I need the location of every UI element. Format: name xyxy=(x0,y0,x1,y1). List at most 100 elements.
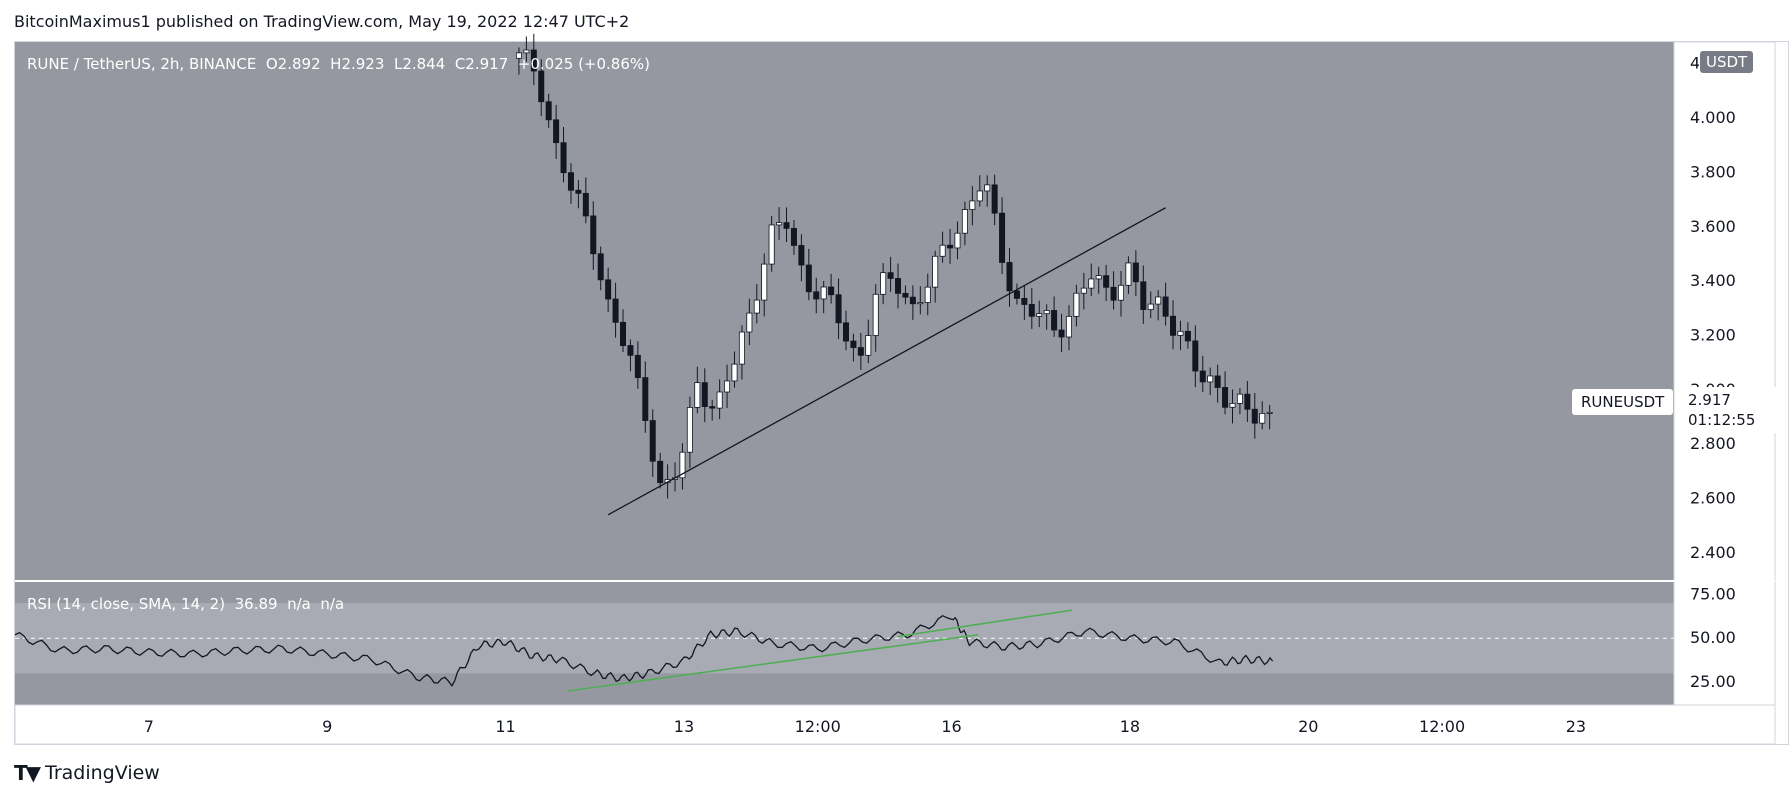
candle xyxy=(686,396,693,469)
candle xyxy=(857,332,864,370)
legend-low: 2.844 xyxy=(402,55,446,73)
candle xyxy=(828,273,835,304)
price-tick-label: 2.600 xyxy=(1690,488,1736,507)
candle xyxy=(642,361,649,433)
candle xyxy=(783,207,790,243)
candle xyxy=(1214,364,1221,403)
candle xyxy=(932,250,939,303)
candle xyxy=(924,273,931,316)
candle xyxy=(768,215,775,272)
candle xyxy=(701,368,708,423)
rsi-trendline[interactable] xyxy=(897,609,1073,638)
candle xyxy=(865,319,872,364)
candle xyxy=(1184,322,1191,349)
candle xyxy=(1192,325,1199,388)
price-trendline[interactable] xyxy=(607,207,1166,516)
candle xyxy=(909,285,916,320)
candle xyxy=(1051,296,1058,337)
candle xyxy=(575,180,582,209)
price-tick-label: 2.400 xyxy=(1690,543,1736,562)
candle xyxy=(805,248,812,301)
candle xyxy=(939,231,946,263)
candle xyxy=(567,163,574,204)
time-axis[interactable] xyxy=(14,704,1776,745)
tradingview-logo-icon[interactable]: T▼ xyxy=(14,761,41,785)
candle xyxy=(597,246,604,291)
candle xyxy=(1021,286,1028,320)
last-price-tag: 2.917 01:12:55 xyxy=(1682,387,1782,433)
candle xyxy=(1199,355,1206,392)
legend-symbol[interactable]: RUNE / TetherUS, 2h, BINANCE xyxy=(27,55,257,73)
rsi-trendlines xyxy=(567,609,1073,692)
footer-brand[interactable]: TradingView xyxy=(45,762,160,784)
candle xyxy=(1259,401,1266,430)
currency-badge[interactable]: USDT xyxy=(1699,50,1755,74)
candle xyxy=(1103,264,1110,302)
time-tick-label: 12:00 xyxy=(1419,717,1465,736)
last-price: 2.917 xyxy=(1688,391,1731,409)
candle xyxy=(776,207,783,240)
candle xyxy=(1043,304,1050,330)
rsi-axis-ticks: 75.00 50.00 25.00 xyxy=(1690,584,1736,691)
rsi-band xyxy=(15,603,1674,674)
candle xyxy=(1028,288,1035,329)
rsi-title[interactable]: RSI (14, close, SMA, 14, 2) xyxy=(27,595,226,613)
candle xyxy=(530,33,537,86)
candle xyxy=(954,221,961,260)
candle xyxy=(1065,305,1072,351)
candle xyxy=(582,177,589,224)
candle xyxy=(880,263,887,305)
symbol-price-tag: RUNEUSDT xyxy=(1572,389,1674,415)
rsi-tick-label: 25.00 xyxy=(1690,672,1736,691)
candle xyxy=(1095,266,1102,294)
published-line: BitcoinMaximus1 published on TradingView… xyxy=(14,12,630,31)
price-axis[interactable] xyxy=(1673,41,1776,706)
rsi-trendline[interactable] xyxy=(567,633,979,692)
candle xyxy=(560,126,567,183)
rsi-na-1: n/a xyxy=(287,595,311,613)
candle xyxy=(716,379,723,420)
time-axis-ticks: 7 9 11 13 12:00 16 18 20 12:00 23 xyxy=(144,717,1586,736)
rsi-legend: RSI (14, close, SMA, 14, 2) 36.89 n/a n/… xyxy=(27,595,344,613)
candle xyxy=(835,278,842,340)
price-tick-label: 3.600 xyxy=(1690,217,1736,236)
legend-h-label: H xyxy=(330,55,342,73)
candle xyxy=(1162,282,1169,326)
time-tick-label: 23 xyxy=(1566,717,1586,736)
candle xyxy=(902,285,909,305)
symbol-legend: RUNE / TetherUS, 2h, BINANCE O2.892 H2.9… xyxy=(27,55,650,73)
candle xyxy=(813,277,820,314)
candle xyxy=(523,36,530,62)
legend-o-label: O xyxy=(265,55,278,73)
candle xyxy=(679,443,686,490)
candle xyxy=(694,366,701,414)
rsi-value: 36.89 xyxy=(234,595,278,613)
candle xyxy=(1058,313,1065,353)
candle xyxy=(1110,271,1117,310)
candle xyxy=(798,234,805,282)
candle xyxy=(999,197,1006,275)
candle xyxy=(887,256,894,292)
time-tick-label: 13 xyxy=(674,717,694,736)
time-tick-label: 11 xyxy=(495,717,515,736)
candle xyxy=(1229,389,1236,424)
price-pane[interactable] xyxy=(15,42,1674,580)
candle xyxy=(590,201,597,270)
time-tick-label: 16 xyxy=(941,717,961,736)
candle xyxy=(553,104,560,159)
candle xyxy=(1132,250,1139,297)
candle xyxy=(515,47,522,75)
candle xyxy=(761,253,768,317)
candle xyxy=(961,201,968,246)
candle xyxy=(1170,300,1177,350)
candle xyxy=(612,282,619,338)
candle xyxy=(1177,320,1184,351)
rsi-tick-label: 50.00 xyxy=(1690,628,1736,647)
candle xyxy=(1207,367,1214,396)
legend-l-label: L xyxy=(393,55,403,73)
candle xyxy=(947,228,954,264)
bar-countdown: 01:12:55 xyxy=(1688,411,1756,429)
time-tick-label: 18 xyxy=(1120,717,1140,736)
legend-c-label: C xyxy=(454,55,466,73)
